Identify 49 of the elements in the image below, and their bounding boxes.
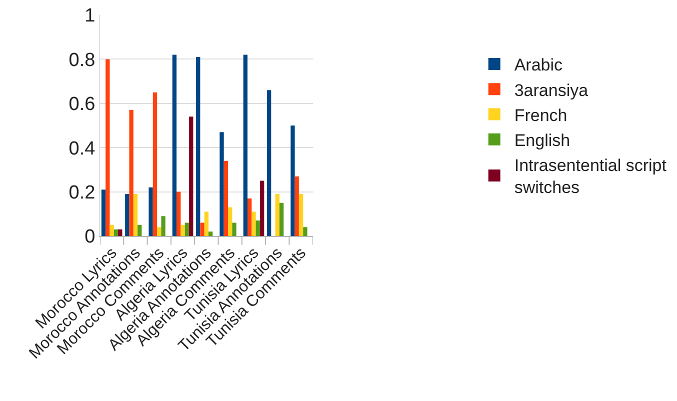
bar	[118, 229, 122, 236]
bar	[176, 192, 181, 236]
y-tick-label: 0.8	[68, 50, 96, 71]
bar	[247, 198, 252, 236]
bar	[200, 222, 204, 236]
legend-label: Arabic	[514, 56, 564, 75]
bar	[208, 232, 213, 236]
bar	[204, 212, 209, 236]
bar	[266, 90, 272, 236]
bar	[180, 224, 185, 236]
bar	[189, 116, 194, 236]
bar	[110, 224, 114, 236]
y-tick-label: 0.4	[68, 138, 96, 160]
legend-label: Intrasentential script switches	[514, 156, 667, 198]
y-tick-label: 0	[84, 226, 96, 248]
bar	[290, 126, 295, 236]
bar	[220, 132, 224, 236]
bar	[275, 194, 280, 236]
bar	[224, 160, 228, 236]
bar	[228, 207, 232, 236]
bar	[184, 222, 190, 236]
y-tick-label: 1	[84, 6, 96, 27]
bar	[243, 54, 248, 236]
bar	[256, 220, 260, 236]
bar	[101, 190, 106, 236]
bar	[232, 222, 236, 236]
bar	[172, 54, 177, 236]
legend-label: 3aransiya	[514, 80, 589, 100]
legend-label: English	[514, 130, 570, 150]
bar	[260, 180, 264, 236]
bar	[133, 194, 138, 236]
bar	[157, 227, 162, 236]
bar	[196, 56, 200, 236]
bar	[294, 176, 299, 236]
bar	[129, 110, 134, 236]
bar	[279, 202, 284, 236]
bar	[138, 224, 142, 236]
bar	[303, 227, 308, 236]
bar	[252, 212, 256, 236]
y-tick-label: 0.2	[68, 182, 96, 204]
legend-label: French	[514, 106, 568, 125]
bar	[125, 194, 130, 236]
y-tick-label: 0.6	[68, 94, 96, 116]
bar	[161, 216, 166, 236]
bar	[106, 59, 110, 236]
bar	[148, 187, 153, 236]
bar	[298, 194, 304, 236]
bar	[114, 229, 118, 236]
bar	[152, 92, 158, 236]
